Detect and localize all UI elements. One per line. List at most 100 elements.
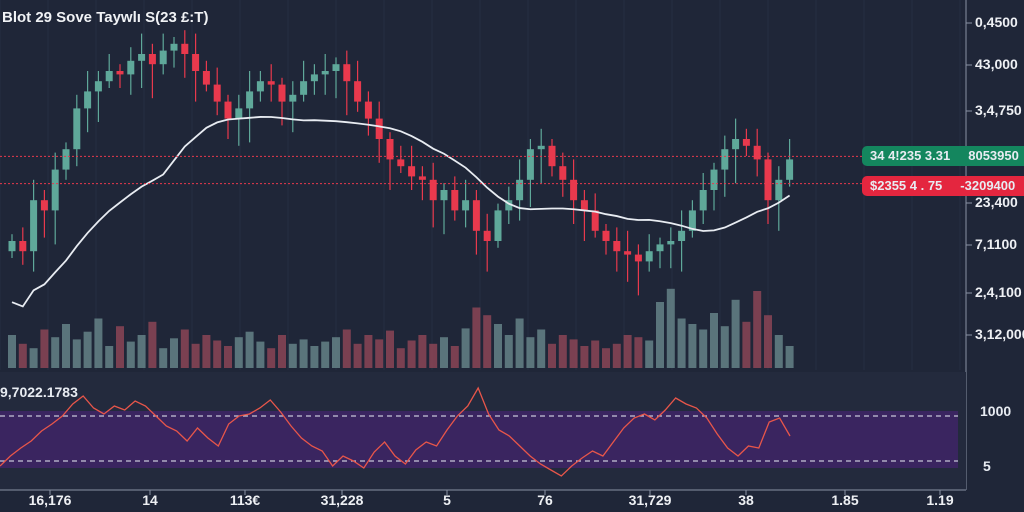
candle-body — [256, 81, 264, 92]
candle-body — [764, 159, 772, 201]
chart-title: Blot 29 Sove Taywlı S(23 £:T) — [2, 9, 209, 26]
volume-bar — [526, 337, 535, 368]
candle-body — [732, 139, 740, 150]
candle-body — [181, 43, 189, 54]
candle-body — [310, 74, 318, 82]
volume-bar — [569, 339, 578, 368]
candle-body — [148, 54, 156, 65]
volume-bar — [62, 324, 70, 368]
volume-bar — [461, 328, 470, 368]
volume-bar — [386, 330, 394, 368]
volume-bar — [310, 346, 319, 368]
volume-bar — [180, 329, 189, 368]
candle-body — [721, 149, 729, 170]
volume-bar — [731, 299, 740, 368]
volume-bar — [105, 346, 114, 368]
volume-bar — [396, 348, 405, 368]
candle-body — [613, 241, 621, 252]
candle-body — [451, 190, 459, 211]
volume-bar — [558, 335, 567, 368]
x-tick-label: 16,176 — [28, 492, 72, 508]
candle-body — [656, 244, 664, 252]
price-tag-green: 34 4!235 3.31 8053950 — [862, 146, 1024, 166]
oscillator-line — [0, 386, 791, 477]
x-tick-label: 5 — [443, 492, 451, 508]
volume-bar — [720, 326, 729, 368]
candle-body — [19, 241, 27, 252]
candle-body — [40, 200, 48, 211]
volume-bar — [94, 318, 103, 368]
candle-body — [440, 190, 448, 201]
volume-bar — [440, 337, 448, 368]
volume-bar — [483, 315, 492, 368]
volume-bar — [245, 331, 254, 368]
volume-bar — [321, 341, 330, 368]
candle-body — [667, 241, 675, 245]
volume-bar — [170, 338, 178, 368]
y-tick-label: 23,400 — [975, 194, 1018, 210]
candle-body — [364, 101, 372, 119]
volume-bar — [753, 291, 762, 368]
candle-body — [483, 230, 491, 241]
volume-bar — [742, 321, 751, 368]
volume-bar — [623, 335, 632, 368]
candle-body — [645, 251, 653, 262]
candle-body — [267, 81, 275, 85]
volume-bar — [256, 341, 265, 368]
volume-bar — [656, 302, 664, 368]
candle-body — [775, 179, 783, 201]
candle-body — [94, 81, 102, 92]
volume-bar — [342, 329, 351, 368]
candle-body — [688, 210, 696, 231]
x-tick-label: 76 — [537, 492, 553, 508]
candle-body — [343, 64, 351, 82]
candle-body — [8, 241, 16, 252]
candle-body — [678, 230, 686, 241]
candle-body — [235, 108, 243, 119]
volume-bar — [191, 343, 200, 368]
volume-bar — [332, 337, 340, 368]
volume-bar — [202, 335, 211, 368]
candle-body — [386, 139, 394, 160]
volume-bar — [116, 326, 124, 368]
candle-body — [159, 50, 167, 65]
candle-body — [84, 91, 92, 109]
candle-body — [321, 71, 329, 75]
y-tick-label: 0,4500 — [975, 14, 1018, 30]
volume-bar — [364, 335, 373, 368]
price-tag-red: $2355 4 . 75 -3209400 — [862, 176, 1024, 196]
candle-body — [472, 200, 480, 231]
volume-bar — [494, 324, 502, 368]
volume-bar — [72, 339, 81, 368]
volume-bar — [234, 337, 243, 368]
candle-body — [634, 254, 642, 262]
volume-bar — [83, 331, 92, 368]
price-tag-green-left: 34 4!235 3.31 — [870, 148, 951, 163]
candle-body — [505, 200, 513, 211]
volume-bar — [580, 346, 589, 368]
volume-bar — [137, 335, 146, 368]
y-tick-label: 2,4,100 — [975, 284, 1022, 300]
candle-body — [570, 179, 578, 201]
candle-body — [332, 64, 340, 71]
volume-bar — [353, 343, 362, 368]
candle-body — [559, 166, 567, 180]
candle-body — [246, 91, 254, 109]
volume-bar — [677, 318, 686, 368]
volume-bar — [278, 335, 286, 368]
volume-bar — [450, 346, 459, 368]
candle-body — [580, 200, 588, 211]
y-tick-label: 43,000 — [975, 56, 1018, 72]
price-tag-green-right: 8053950 — [968, 148, 1019, 163]
x-tick-label: 1.85 — [831, 492, 859, 508]
candle-body — [786, 159, 794, 180]
candle-body — [224, 101, 232, 119]
candle-body — [202, 71, 210, 85]
volume-bar — [666, 288, 675, 368]
volume-bar — [645, 340, 654, 368]
candle-body — [462, 200, 470, 211]
candle-body — [127, 60, 135, 75]
volume-bar — [407, 340, 416, 368]
volume-bar — [299, 339, 308, 368]
